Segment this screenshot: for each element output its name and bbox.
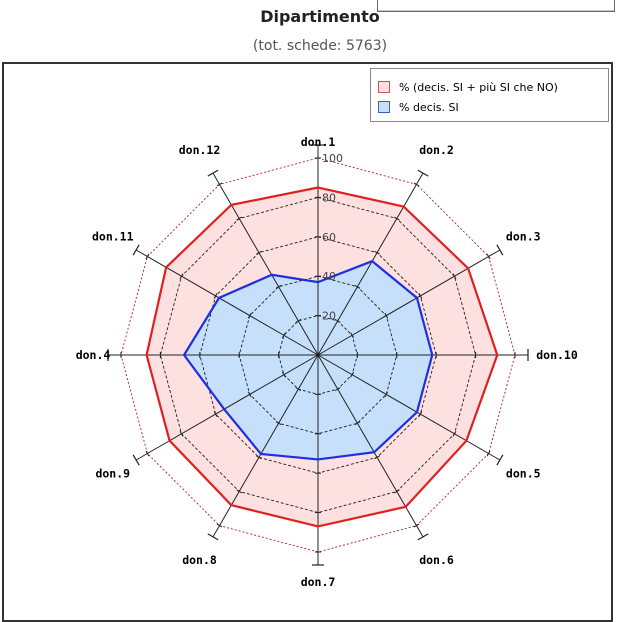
tick-mark: [295, 387, 302, 392]
tick-mark: [216, 523, 223, 528]
tick-label-40: 40: [322, 270, 336, 283]
tick-mark: [418, 293, 423, 299]
spoke-end-9: [132, 454, 140, 466]
spoke-5: [317, 354, 501, 461]
tick-mark: [275, 284, 282, 289]
spoke-end-3: [496, 244, 504, 256]
series-line-total: [145, 186, 499, 528]
spoke-8: [212, 354, 319, 538]
chart-legend: % (decis. SI + più SI che NO) % decis. S…: [370, 68, 609, 122]
tick-mark: [213, 293, 218, 299]
tick-mark: [256, 250, 262, 255]
tick-mark: [374, 455, 380, 460]
spoke-end-11: [132, 244, 140, 256]
tick-mark: [256, 455, 262, 460]
spoke-end-6: [417, 533, 429, 541]
spoke-end-12: [207, 169, 219, 177]
spoke-end-5: [496, 454, 504, 466]
chart-title: Dipartimento: [260, 7, 380, 26]
legend-swatch-decis: [378, 101, 390, 113]
axis-label-don-4: don.4: [76, 348, 111, 362]
legend-swatch-total: [378, 81, 390, 93]
legend-label-total: % (decis. SI + più SI che NO): [399, 80, 558, 94]
tick-mark: [452, 273, 457, 280]
legend-item-total: % (decis. SI + più SI che NO): [378, 79, 558, 95]
legend-label-decis: % decis. SI: [399, 100, 459, 114]
tick-label-60: 60: [322, 231, 336, 244]
spoke-end-2: [417, 169, 429, 177]
tick-mark: [486, 253, 491, 260]
tick-label-80: 80: [322, 191, 336, 204]
tick-mark: [179, 430, 184, 437]
tick-mark: [334, 387, 341, 392]
tick-mark: [374, 250, 380, 255]
tick-mark: [275, 421, 282, 426]
spoke-3: [317, 249, 501, 356]
tick-mark: [281, 332, 286, 339]
tick-mark: [486, 450, 491, 457]
tick-mark: [354, 421, 361, 426]
tick-mark: [179, 273, 184, 280]
tick-mark: [384, 312, 389, 319]
tick-mark: [418, 411, 423, 417]
axis-label-don-9: don.9: [95, 467, 130, 481]
tick-mark: [281, 371, 286, 378]
tick-mark: [413, 523, 420, 528]
tick-mark: [145, 450, 150, 457]
axis-label-don-11: don.11: [92, 230, 134, 244]
tick-mark: [236, 216, 243, 221]
tick-mark: [247, 391, 252, 398]
tick-mark: [145, 253, 150, 260]
tick-mark: [236, 489, 243, 494]
axis-label-don-2: don.2: [419, 143, 454, 157]
tick-mark: [393, 489, 400, 494]
tick-mark: [350, 332, 355, 339]
spoke-end-8: [207, 533, 219, 541]
tick-mark: [413, 182, 420, 187]
spoke-9: [135, 354, 319, 461]
series-line-decis: [182, 259, 434, 461]
chart-subtitle: (tot. schede: 5763): [252, 38, 388, 54]
top-scrollbar-edge: [377, 0, 615, 12]
axis-label-don-12: don.12: [179, 143, 221, 157]
axis-label-don-7: don.7: [301, 575, 336, 589]
axis-label-don-8: don.8: [182, 553, 217, 567]
axis-label-don-5: don.5: [506, 467, 541, 481]
tick-mark: [393, 216, 400, 221]
axis-label-don-10: don.10: [536, 348, 578, 362]
axis-label-don-3: don.3: [506, 230, 541, 244]
tick-mark: [216, 182, 223, 187]
spoke-12: [212, 172, 319, 356]
tick-label-100: 100: [322, 152, 343, 165]
tick-mark: [452, 430, 457, 437]
axis-label-don-6: don.6: [419, 553, 454, 567]
tick-mark: [295, 318, 302, 323]
tick-mark: [334, 318, 341, 323]
legend-item-decis: % decis. SI: [378, 99, 459, 115]
tick-mark: [247, 312, 252, 319]
axis-label-don-1: don.1: [301, 135, 336, 149]
tick-mark: [354, 284, 361, 289]
tick-mark: [350, 371, 355, 378]
tick-mark: [384, 391, 389, 398]
spoke-2: [317, 172, 424, 356]
tick-mark: [213, 411, 218, 417]
tick-label-20: 20: [322, 310, 336, 323]
